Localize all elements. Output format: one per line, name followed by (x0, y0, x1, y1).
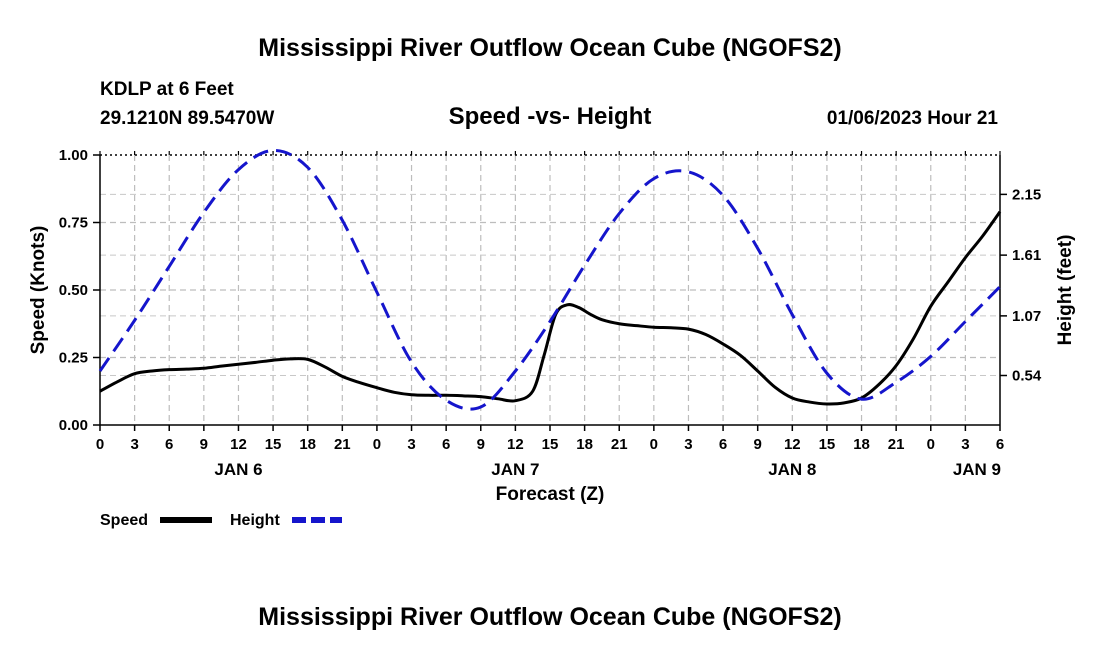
x-tick-label: 12 (507, 436, 524, 453)
axes: 0 3 6 9 12 15 18 21 0 3 6 9 12 15 18 21 0 3 6 9 12 15 18 21 0 3 6 J… (59, 147, 1042, 479)
x-tick-label: 21 (334, 436, 351, 453)
x-tick-label: 18 (576, 436, 593, 453)
x-tick-label: 0 (373, 436, 381, 453)
y-axis-label: Speed (Knots) (28, 226, 49, 355)
station-coordinates: 29.1210N 89.5470W (100, 108, 274, 129)
x-tick-label: 9 (754, 436, 762, 453)
day-label: JAN 7 (491, 460, 539, 479)
x-tick-label: 15 (819, 436, 836, 453)
y-tick-label: 0.50 (59, 282, 88, 299)
series-height-line (98, 148, 1002, 411)
y-tick-label: 0.25 (59, 350, 88, 367)
legend-speed-label: Speed (100, 512, 148, 529)
y2-tick-label: 1.61 (1012, 247, 1041, 264)
x-axis-label: Forecast (Z) (496, 484, 605, 505)
x-tick-label: 18 (853, 436, 870, 453)
y-tick-label: 0.00 (59, 417, 88, 434)
chart-main-title-repeat: Mississippi River Outflow Ocean Cube (NG… (258, 603, 841, 631)
x-tick-label: 9 (477, 436, 485, 453)
forecast-datetime: 01/06/2023 Hour 21 (827, 108, 999, 129)
x-tick-label: 18 (299, 436, 316, 453)
x-tick-label: 12 (784, 436, 801, 453)
x-tick-label: 3 (130, 436, 138, 453)
x-tick-label: 21 (888, 436, 905, 453)
x-tick-label: 3 (407, 436, 415, 453)
day-label: JAN 9 (953, 460, 1001, 479)
chart-main-title: Mississippi River Outflow Ocean Cube (NG… (258, 34, 841, 62)
x-tick-label: 6 (719, 436, 727, 453)
grid-lines (100, 155, 1000, 425)
y2-tick-label: 2.15 (1012, 186, 1041, 203)
x-tick-label: 9 (200, 436, 208, 453)
series-lines (98, 148, 1002, 411)
x-tick-label: 0 (96, 436, 104, 453)
day-label: JAN 6 (214, 460, 262, 479)
x-tick-label: 15 (265, 436, 282, 453)
x-tick-label: 12 (230, 436, 247, 453)
x-tick-label: 3 (961, 436, 969, 453)
x-tick-label: 15 (542, 436, 559, 453)
y2-axis-label: Height (feet) (1055, 235, 1076, 346)
x-tick-label: 6 (442, 436, 450, 453)
x-tick-label: 6 (165, 436, 173, 453)
x-tick-label: 0 (650, 436, 658, 453)
y2-tick-label: 1.07 (1012, 308, 1041, 325)
legend: Speed Height (100, 512, 342, 529)
chart-subtitle: Speed -vs- Height (449, 103, 652, 130)
y-tick-label: 1.00 (59, 147, 88, 164)
day-label: JAN 8 (768, 460, 816, 479)
y-tick-label: 0.75 (59, 215, 88, 232)
x-tick-label: 21 (611, 436, 628, 453)
x-tick-label: 3 (684, 436, 692, 453)
station-label: KDLP at 6 Feet (100, 79, 234, 100)
x-tick-label: 6 (996, 436, 1004, 453)
legend-height-label: Height (230, 512, 280, 529)
x-tick-label: 0 (927, 436, 935, 453)
y2-tick-label: 0.54 (1012, 368, 1042, 385)
